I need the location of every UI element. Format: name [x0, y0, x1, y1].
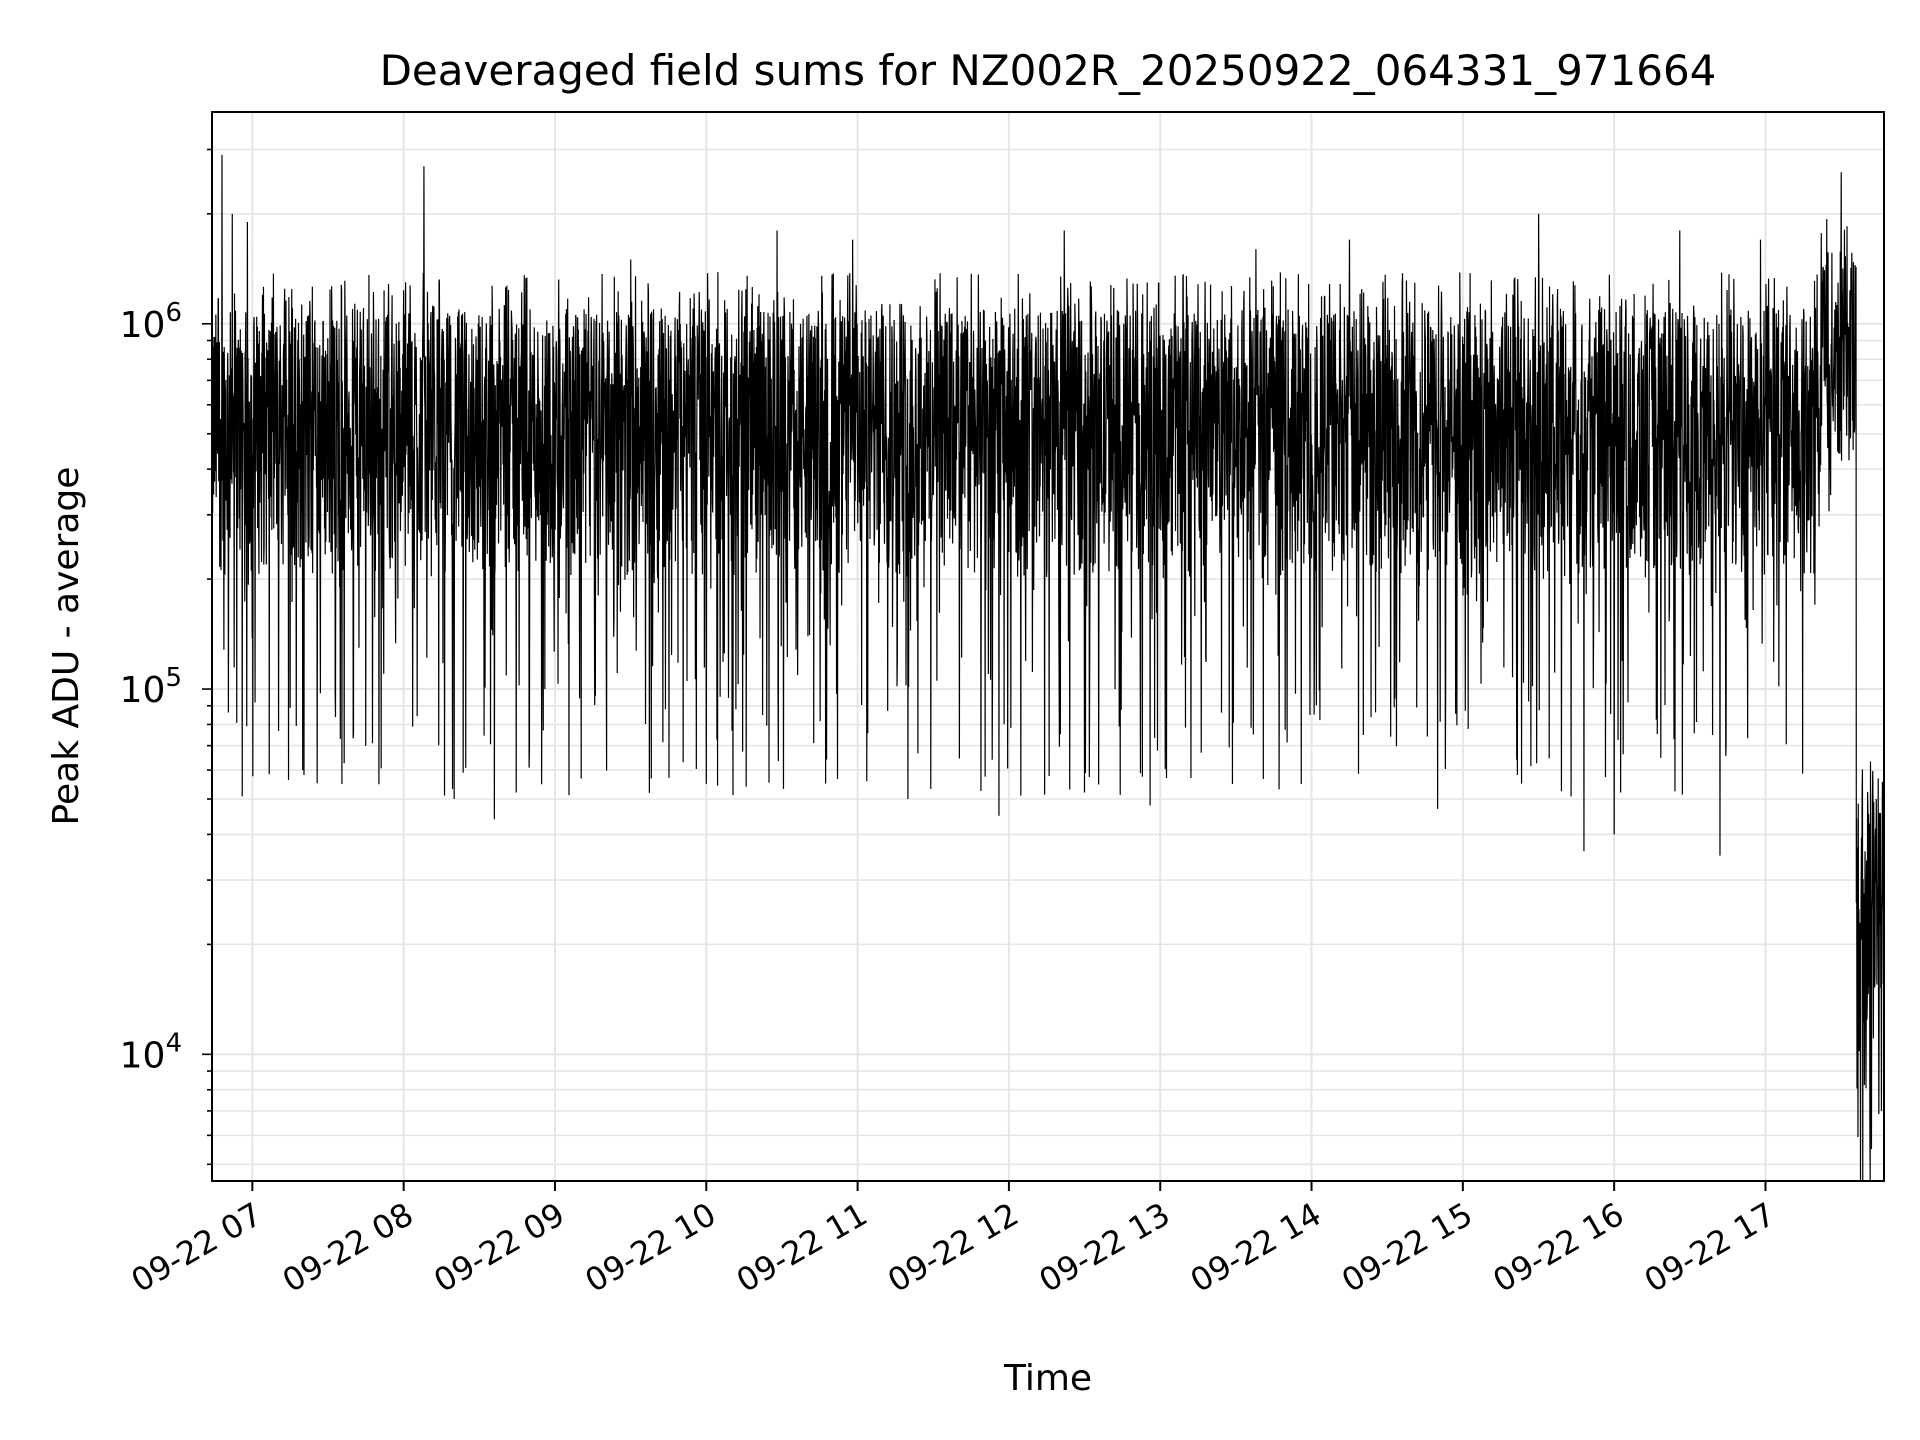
y-tick-label: 106: [120, 298, 182, 346]
plot-frame: [211, 111, 1885, 1182]
x-tick-label: 09-22 14: [1184, 1195, 1328, 1300]
series-layer: [211, 154, 1885, 1182]
x-tick-label: 09-22 09: [427, 1195, 571, 1300]
x-tick-label: 09-22 15: [1335, 1195, 1479, 1300]
x-tick-label: 09-22 13: [1033, 1195, 1177, 1300]
x-tick-label: 09-22 10: [579, 1195, 723, 1300]
y-tick-label: 105: [120, 663, 182, 711]
x-tick-label: 09-22 12: [881, 1195, 1025, 1300]
series-line: [211, 154, 1885, 1182]
x-tick-label: 09-22 16: [1487, 1195, 1631, 1300]
x-axis-label: Time: [1003, 1358, 1092, 1399]
y-tick-label: 104: [120, 1028, 182, 1076]
x-tick-label: 09-22 08: [276, 1195, 420, 1300]
x-tick-label: 09-22 11: [730, 1195, 874, 1300]
y-axis: 104 105 106: [120, 148, 212, 1166]
y-axis-label: Peak ADU - average: [46, 467, 87, 826]
x-tick-label: 09-22 17: [1638, 1195, 1782, 1300]
chart-title: Deaveraged field sums for NZ002R_2025092…: [380, 46, 1717, 95]
x-axis: 09-22 07 09-22 08 09-22 09 09-22 10 09-22 11…: [125, 1181, 1782, 1300]
x-tick-label: 09-22 07: [125, 1195, 269, 1300]
